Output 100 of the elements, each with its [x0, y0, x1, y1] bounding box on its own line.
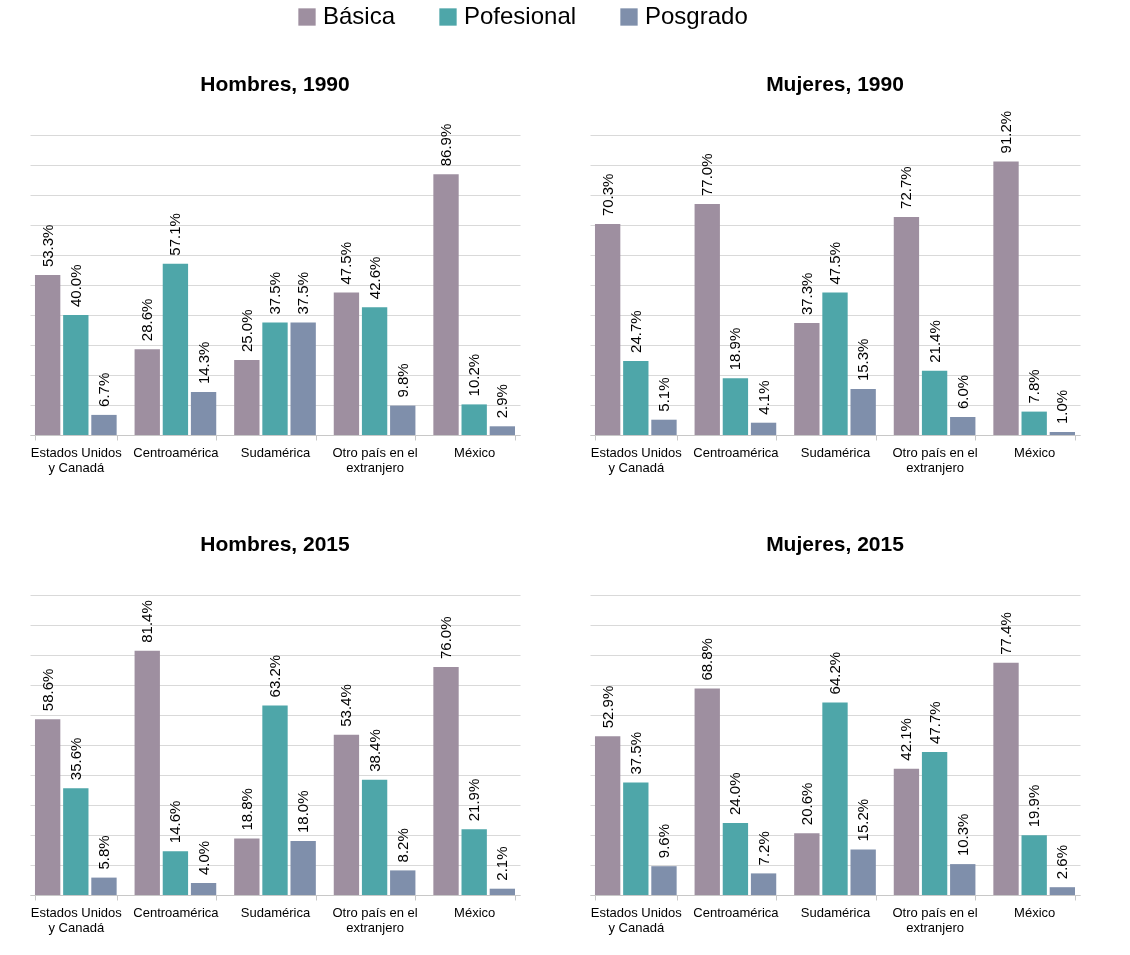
data-label: 42.1%: [897, 718, 915, 761]
data-label: 4.0%: [194, 840, 212, 875]
data-label: 14.6%: [166, 800, 184, 844]
bar: [594, 736, 621, 895]
legend-label: Pofesional: [464, 2, 577, 29]
bar: [722, 378, 749, 435]
data-label: 57.1%: [166, 213, 184, 256]
bar: [262, 705, 288, 895]
bar: [1049, 432, 1076, 435]
bar: [750, 422, 777, 435]
bar: [1021, 835, 1047, 895]
bar: [921, 751, 948, 895]
bar: [694, 688, 720, 895]
data-label: 2.9%: [493, 384, 511, 419]
data-label: 76.0%: [437, 616, 455, 659]
data-label: 72.7%: [897, 166, 915, 209]
bar: [63, 315, 89, 435]
data-label: 42.6%: [365, 256, 383, 300]
data-label: 9.6%: [654, 824, 672, 859]
bar: [290, 322, 316, 435]
x-tick-label: Otro país en el extranjero: [892, 444, 978, 475]
x-tick-label: México: [454, 444, 496, 460]
data-label: 86.9%: [437, 123, 455, 167]
bar: [694, 204, 720, 435]
bar: [489, 888, 516, 895]
chart-title: Hombres, 2015: [200, 532, 351, 555]
bar: [594, 224, 621, 435]
data-label: 18.9%: [726, 327, 744, 371]
data-label: 7.2%: [754, 831, 772, 866]
bar: [1021, 411, 1047, 435]
data-label: 8.2%: [393, 828, 411, 863]
bar: [162, 851, 189, 895]
x-tick-label: Sudamérica: [800, 904, 871, 920]
x-tick-label: Otro país en el extranjero: [332, 444, 418, 475]
data-label: 25.0%: [237, 309, 255, 352]
data-label: 1.0%: [1053, 389, 1071, 424]
bar: [134, 650, 160, 895]
data-label: 37.5%: [626, 731, 644, 775]
x-tick-label: Sudamérica: [240, 904, 311, 920]
x-tick-label: Estados Unidos y Canadá: [30, 904, 123, 935]
bar: [290, 841, 316, 895]
data-label: 10.3%: [953, 813, 971, 857]
data-label: 5.8%: [94, 835, 112, 870]
bar: [234, 838, 260, 895]
bar: [234, 360, 260, 435]
data-label: 24.0%: [726, 772, 744, 815]
bar: [722, 823, 749, 895]
bar: [162, 263, 189, 435]
data-label: 81.4%: [138, 600, 156, 643]
data-label: 18.8%: [237, 788, 255, 831]
data-label: 7.8%: [1025, 369, 1043, 404]
data-label: 53.4%: [337, 684, 355, 727]
bar: [91, 414, 117, 435]
data-label: 63.2%: [266, 654, 283, 698]
data-label: 64.2%: [826, 651, 843, 695]
data-label: 77.4%: [997, 612, 1015, 655]
bar: [333, 734, 360, 895]
bar: [794, 833, 820, 895]
bar: [950, 417, 976, 435]
data-label: 38.4%: [365, 729, 383, 772]
data-label: 15.2%: [854, 798, 872, 842]
data-label: 35.6%: [66, 737, 84, 781]
bar: [651, 419, 677, 435]
x-tick-label: Sudamérica: [240, 444, 311, 460]
bar: [34, 275, 61, 435]
x-tick-label: Otro país en el extranjero: [332, 904, 418, 935]
data-label: 52.9%: [598, 685, 616, 729]
x-tick-label: Estados Unidos y Canadá: [30, 444, 123, 475]
bar: [623, 782, 649, 895]
bar: [1049, 887, 1076, 895]
data-label: 14.3%: [194, 341, 212, 385]
data-label: 20.6%: [797, 782, 815, 826]
legend-label: Básica: [323, 2, 396, 29]
data-label: 47.5%: [826, 241, 843, 285]
bar: [433, 667, 459, 895]
bar: [850, 389, 876, 435]
data-label: 2.6%: [1053, 845, 1071, 880]
data-label: 70.3%: [598, 173, 616, 217]
data-label: 37.3%: [797, 272, 815, 316]
data-label: 37.5%: [294, 271, 312, 315]
chart-title: Mujeres, 1990: [766, 72, 904, 95]
x-tick-label: Sudamérica: [800, 444, 871, 460]
data-label: 47.5%: [337, 241, 355, 285]
data-label: 18.0%: [294, 790, 312, 833]
bar: [91, 877, 117, 895]
data-label: 77.0%: [698, 153, 716, 196]
data-label: 2.1%: [493, 846, 511, 881]
bar: [461, 829, 487, 895]
x-tick-label: Estados Unidos y Canadá: [590, 904, 683, 935]
x-tick-label: México: [454, 904, 496, 920]
bar: [651, 866, 677, 895]
data-label: 10.2%: [465, 353, 483, 397]
bar: [750, 873, 777, 895]
data-label: 24.7%: [626, 310, 644, 353]
bar: [390, 405, 416, 435]
data-label: 9.8%: [393, 363, 411, 398]
bar: [63, 788, 89, 895]
bar: [794, 323, 820, 435]
bar: [190, 392, 217, 435]
data-label: 19.9%: [1025, 784, 1043, 828]
